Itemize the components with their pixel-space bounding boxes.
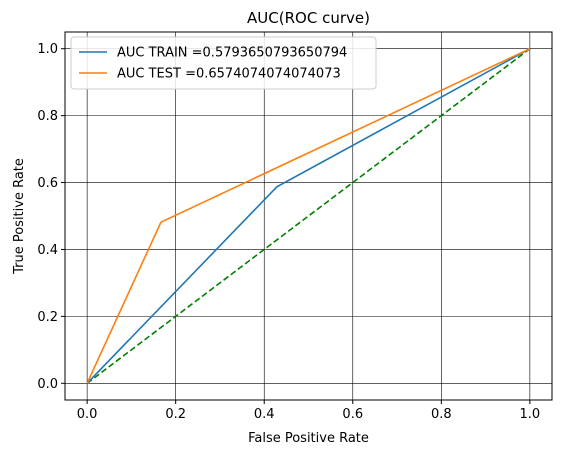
chart-title: AUC(ROC curve) [247,9,370,27]
y-tick-label: 0.4 [37,243,58,258]
chance-diagonal-line [86,48,531,384]
axis-ticks: 0.0 0.2 0.4 0.6 0.8 1.0 0.0 0.2 0.4 0.6 0.8 1.0 [37,42,540,422]
y-tick-label: 0.2 [37,310,58,325]
x-tick-label: 0.6 [342,407,363,422]
legend-box [70,36,377,90]
x-tick-label: 0.0 [77,407,98,422]
y-tick-label: 0.8 [37,109,58,124]
y-tick-label: 1.0 [37,42,58,57]
x-axis-label: False Positive Rate [248,431,369,446]
x-tick-label: 1.0 [520,407,541,422]
y-tick-label: 0.6 [37,176,58,191]
x-tick-label: 0.2 [165,407,186,422]
y-tick-label: 0.0 [37,377,58,392]
legend-entry-label: AUC TRAIN =0.5793650793650794 [117,46,347,61]
test-roc-line [86,48,531,384]
x-tick-label: 0.8 [431,407,452,422]
legend-entry-label: AUC TEST =0.6574074074074073 [117,67,341,82]
y-axis-label: True Positive Rate [12,158,27,275]
plot-frame [64,31,553,401]
legend: AUC TRAIN =0.5793650793650794 AUC TEST =0… [70,36,377,90]
series-lines [86,48,531,384]
train-roc-line [86,48,531,384]
x-tick-label: 0.4 [254,407,275,422]
